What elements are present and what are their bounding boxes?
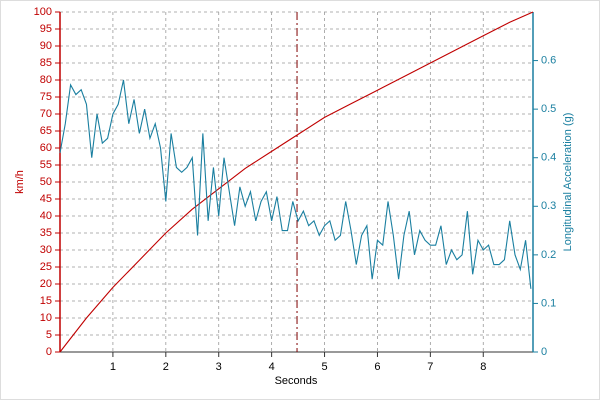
x-tick-label: 5 — [321, 361, 327, 373]
data-line — [59, 11, 534, 353]
y-tick-label: 95 — [40, 23, 52, 35]
y-tick-label: 20 — [40, 278, 52, 290]
y-tick-label: 70 — [40, 108, 52, 120]
x-tick-label: 3 — [216, 361, 222, 373]
y-tick-label: 90 — [40, 40, 52, 52]
y-tick-label: 5 — [46, 329, 52, 341]
y-tick-label: 85 — [40, 57, 52, 69]
y-tick-label: 45 — [40, 193, 52, 205]
x-tick-label: 7 — [427, 361, 433, 373]
x-tick-label: 8 — [480, 361, 486, 373]
y-tick-label: 75 — [40, 91, 52, 103]
y-tick-label: 15 — [40, 295, 52, 307]
y-tick-label: 40 — [40, 210, 52, 222]
y-tick-label: 30 — [40, 244, 52, 256]
y-tick-label: 100 — [34, 6, 52, 18]
y2-tick-label: 0.2 — [541, 249, 556, 261]
y2-tick-label: 0.4 — [541, 152, 556, 164]
y-tick-label: 55 — [40, 159, 52, 171]
x-tick-label: 2 — [163, 361, 169, 373]
x-tick-label: 4 — [269, 361, 275, 373]
x-axis-title: Seconds — [275, 375, 318, 387]
x-tick-label: 6 — [374, 361, 380, 373]
y2-tick-label: 0.5 — [541, 103, 556, 115]
y2-tick-label: 0.1 — [541, 297, 556, 309]
y-axis-title: km/h — [14, 170, 26, 194]
y-tick-label: 35 — [40, 227, 52, 239]
y2-tick-label: 0 — [541, 346, 547, 358]
x-tick-label: 1 — [110, 361, 116, 373]
y2-tick-label: 0.3 — [541, 200, 556, 212]
y-tick-label: 60 — [40, 142, 52, 154]
y2-tick-label: 0.6 — [541, 54, 556, 66]
data-line — [59, 79, 532, 289]
y-tick-label: 80 — [40, 74, 52, 86]
y-tick-label: 25 — [40, 261, 52, 273]
y-tick-label: 0 — [46, 346, 52, 358]
y2-axis-title: Longitudinal Acceleration (g) — [562, 113, 574, 252]
y-tick-label: 50 — [40, 176, 52, 188]
y-tick-label: 10 — [40, 312, 52, 324]
y-tick-label: 65 — [40, 125, 52, 137]
